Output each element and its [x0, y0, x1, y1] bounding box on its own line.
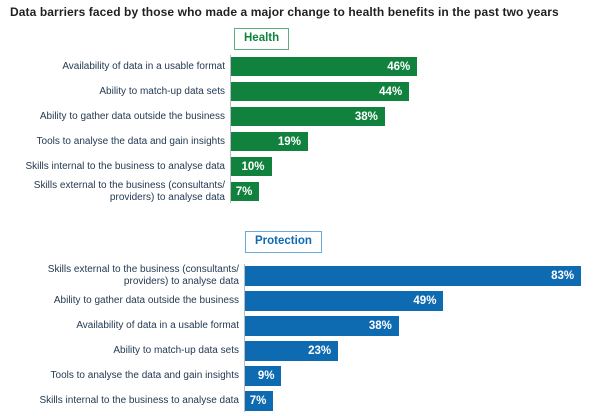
- bar: 46%: [231, 57, 418, 76]
- bar: 38%: [245, 315, 399, 336]
- value-label: 7%: [249, 394, 267, 407]
- bar: 49%: [245, 290, 444, 311]
- category-label: Tools to analyse the data and gain insig…: [50, 369, 239, 381]
- bar-track: 10%: [231, 154, 602, 179]
- bar-track: 44%: [231, 79, 602, 104]
- bar-track: 38%: [231, 104, 602, 129]
- category-label: Skills external to the business (consult…: [47, 264, 239, 287]
- page-title: Data barriers faced by those who made a …: [10, 5, 559, 19]
- bar-track: 38%: [245, 313, 602, 338]
- bar-track: 23%: [245, 338, 602, 363]
- category-label: Ability to gather data outside the busin…: [53, 294, 239, 306]
- bar-row: Ability to gather data outside the busin…: [0, 288, 602, 313]
- category-label: Availability of data in a usable format: [76, 319, 239, 331]
- protection-axis-line: [244, 264, 245, 412]
- value-label: 38%: [368, 319, 392, 332]
- value-label: 7%: [235, 185, 253, 198]
- bar-track: 9%: [245, 363, 602, 388]
- value-label: 44%: [379, 85, 403, 98]
- value-label: 23%: [308, 344, 332, 357]
- category-label: Availability of data in a usable format: [62, 60, 225, 72]
- bar-track: 7%: [231, 179, 602, 204]
- category-label: Skills internal to the business to analy…: [25, 160, 225, 172]
- bar-track: 19%: [231, 129, 602, 154]
- bar-row: Skills external to the business (consult…: [0, 179, 602, 204]
- bar-row: Availability of data in a usable format 3…: [0, 313, 602, 338]
- value-label: 19%: [277, 135, 301, 148]
- health-group-badge: Health: [234, 28, 290, 50]
- bar-row: Tools to analyse the data and gain insig…: [0, 129, 602, 154]
- protection-bar-chart: Skills external to the business (consult…: [0, 263, 602, 413]
- bar: 83%: [245, 265, 582, 286]
- category-label: Skills internal to the business to analy…: [39, 394, 239, 406]
- bar-track: 49%: [245, 288, 602, 313]
- category-label: Skills external to the business (consult…: [33, 180, 225, 203]
- bar-row: Ability to match-up data sets 44%: [0, 79, 602, 104]
- bar: 10%: [231, 157, 272, 176]
- bar-row: Ability to gather data outside the busin…: [0, 104, 602, 129]
- bar: 19%: [231, 132, 308, 151]
- bar: 9%: [245, 365, 282, 386]
- bar-row: Tools to analyse the data and gain insig…: [0, 363, 602, 388]
- protection-group-badge: Protection: [245, 231, 322, 253]
- value-label: 49%: [413, 294, 437, 307]
- value-label: 10%: [241, 160, 265, 173]
- bar-row: Skills internal to the business to analy…: [0, 388, 602, 413]
- bar-row: Availability of data in a usable format 4…: [0, 54, 602, 79]
- health-axis-line: [230, 55, 231, 203]
- value-label: 46%: [387, 60, 411, 73]
- health-bar-chart: Availability of data in a usable format 4…: [0, 54, 602, 204]
- bar-row: Ability to match-up data sets 23%: [0, 338, 602, 363]
- category-label: Ability to match-up data sets: [99, 85, 225, 97]
- bar-track: 46%: [231, 54, 602, 79]
- bar: 44%: [231, 82, 410, 101]
- value-label: 9%: [257, 369, 275, 382]
- bar: 38%: [231, 107, 385, 126]
- bar-row: Skills external to the business (consult…: [0, 263, 602, 288]
- bar-row: Skills internal to the business to analy…: [0, 154, 602, 179]
- bar: 7%: [231, 182, 260, 201]
- bar: 7%: [245, 390, 274, 411]
- bar: 23%: [245, 340, 339, 361]
- category-label: Ability to match-up data sets: [113, 344, 239, 356]
- category-label: Ability to gather data outside the busin…: [39, 110, 225, 122]
- category-label: Tools to analyse the data and gain insig…: [36, 135, 225, 147]
- bar-track: 83%: [245, 263, 602, 288]
- value-label: 83%: [551, 269, 575, 282]
- bar-track: 7%: [245, 388, 602, 413]
- value-label: 38%: [354, 110, 378, 123]
